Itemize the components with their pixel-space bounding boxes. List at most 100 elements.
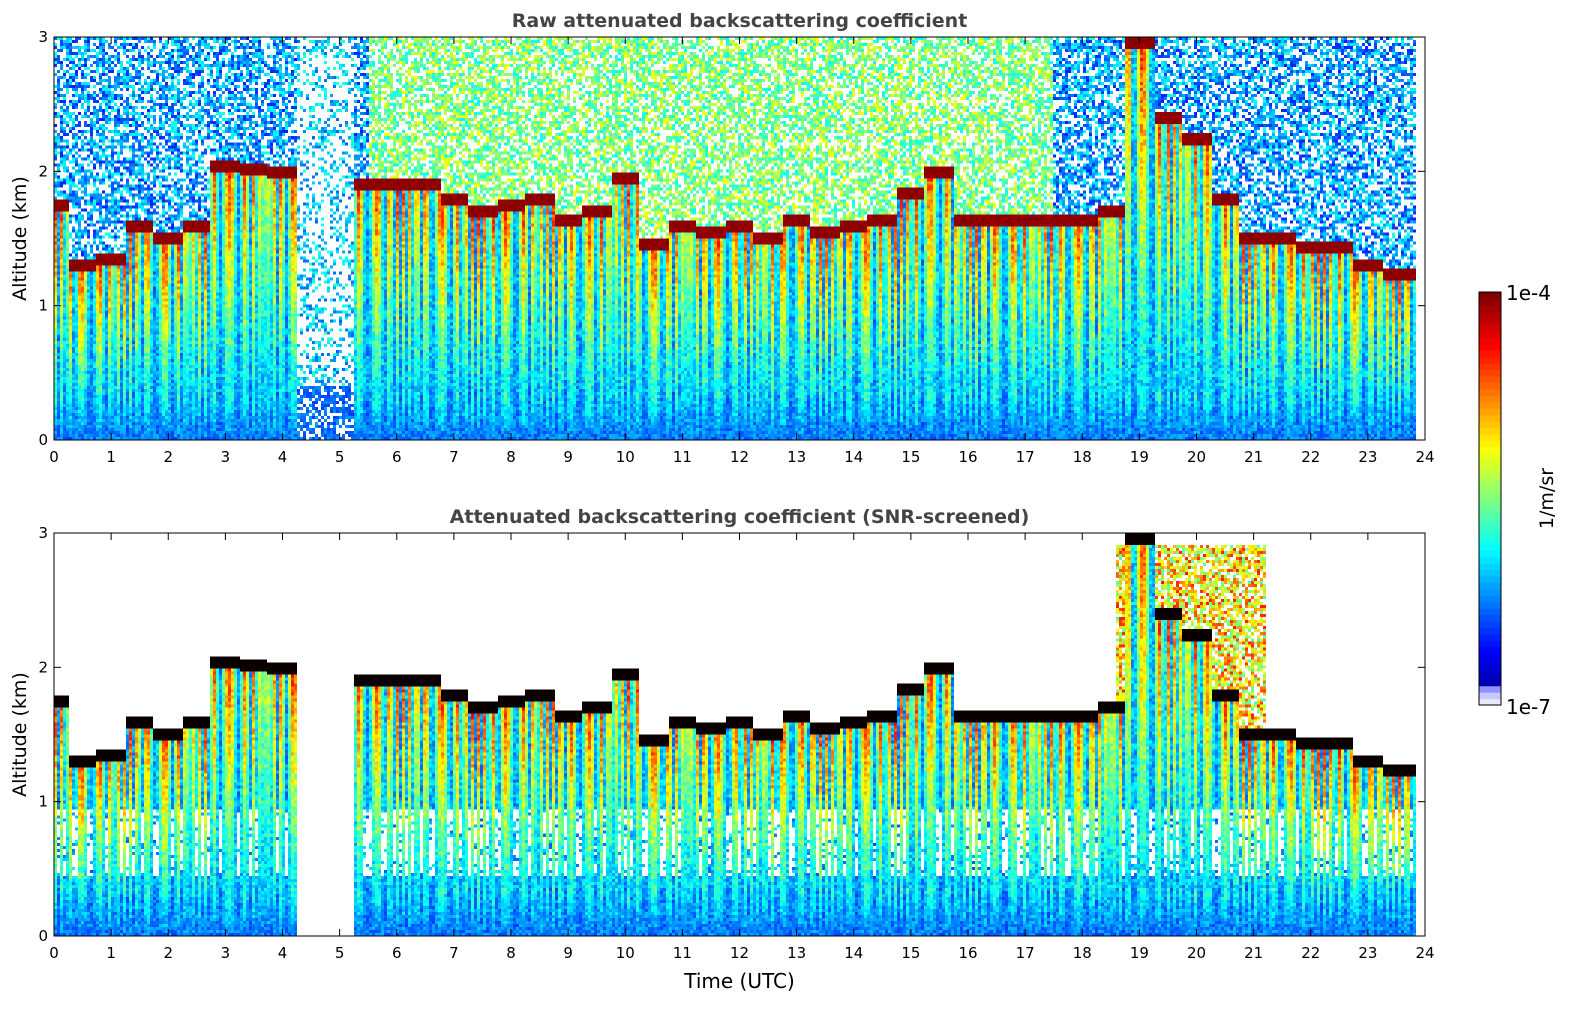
- x-tick-label: 10: [616, 448, 635, 466]
- colorbar-bin: [1479, 498, 1501, 506]
- colorbar-bin: [1479, 440, 1501, 448]
- x-tick-label: 14: [844, 448, 863, 466]
- colorbar-bin: [1479, 414, 1501, 422]
- y-tick-label: 2: [38, 658, 48, 676]
- x-tick-label: 18: [1073, 944, 1092, 962]
- x-tick-label: 23: [1358, 944, 1377, 962]
- colorbar-bin: [1479, 614, 1501, 622]
- colorbar-bin: [1479, 679, 1501, 687]
- colorbar-bin: [1479, 298, 1501, 306]
- heatmap-image: [54, 533, 1425, 936]
- colorbar-bin: [1479, 356, 1501, 364]
- y-axis: 0 1 2 3: [38, 524, 1425, 945]
- y-axis: 0 1 2 3: [38, 28, 1425, 449]
- x-tick-label: 23: [1358, 448, 1377, 466]
- y-tick-label: 0: [38, 927, 48, 945]
- x-tick-label: 4: [278, 944, 288, 962]
- x-tick-label: 0: [49, 944, 59, 962]
- x-tick-label: 16: [958, 448, 977, 466]
- colorbar-bin: [1479, 666, 1501, 674]
- x-tick-label: 8: [506, 448, 516, 466]
- x-tick-label: 22: [1301, 944, 1320, 962]
- heatmap-area: [54, 37, 1425, 440]
- colorbar-bin: [1479, 582, 1501, 590]
- x-axis-label: Time (UTC): [683, 969, 795, 993]
- x-tick-label: 17: [1016, 944, 1035, 962]
- x-tick-label: 5: [335, 944, 345, 962]
- x-tick-label: 18: [1073, 448, 1092, 466]
- y-tick-label: 3: [38, 524, 48, 542]
- colorbar-bin: [1479, 427, 1501, 435]
- colorbar-bin: [1479, 421, 1501, 429]
- colorbar-bin: [1479, 646, 1501, 654]
- colorbar-bin: [1479, 672, 1501, 680]
- x-tick-label: 20: [1187, 448, 1206, 466]
- colorbar-bin: [1479, 408, 1501, 416]
- x-tick-label: 14: [844, 944, 863, 962]
- colorbar-gradient: [1479, 292, 1501, 706]
- x-tick-label: 2: [163, 944, 173, 962]
- colorbar-bin: [1479, 304, 1501, 312]
- x-tick-label: 7: [449, 944, 459, 962]
- colorbar-bin: [1479, 595, 1501, 603]
- y-axis-label: Altitude (km): [9, 176, 31, 301]
- colorbar-min-label: 1e-7: [1506, 695, 1551, 719]
- colorbar-bin: [1479, 563, 1501, 571]
- x-tick-label: 4: [278, 448, 288, 466]
- x-tick-label: 16: [958, 944, 977, 962]
- heatmap-area: [54, 533, 1425, 936]
- x-tick-label: 8: [506, 944, 516, 962]
- colorbar-bin: [1479, 362, 1501, 371]
- x-tick-label: 24: [1415, 944, 1434, 962]
- colorbar-bin: [1479, 317, 1501, 325]
- panel-screened: Attenuated backscattering coefficient (S…: [9, 506, 1435, 993]
- x-tick-label: 19: [1130, 448, 1149, 466]
- panel-raw: Raw attenuated backscattering coefficien…: [9, 10, 1435, 466]
- x-axis: 0 1 2 3 4 5 6 7 8 9 10 11 12 13 14 15 16 17 18 19 20 21 22 23 24: [49, 533, 1435, 962]
- x-tick-label: 13: [787, 944, 806, 962]
- x-tick-label: 10: [616, 944, 635, 962]
- x-tick-label: 17: [1016, 448, 1035, 466]
- colorbar-bin: [1479, 375, 1501, 383]
- x-tick-label: 21: [1244, 944, 1263, 962]
- x-tick-label: 24: [1415, 448, 1434, 466]
- x-tick-label: 5: [335, 448, 345, 466]
- colorbar-bin: [1479, 479, 1501, 487]
- x-tick-label: 22: [1301, 448, 1320, 466]
- colorbar-bin: [1479, 369, 1501, 377]
- x-tick-label: 7: [449, 448, 459, 466]
- colorbar-bin: [1479, 350, 1501, 358]
- x-tick-label: 3: [221, 448, 231, 466]
- x-tick-label: 11: [673, 944, 692, 962]
- x-tick-label: 19: [1130, 944, 1149, 962]
- chart-title: Raw attenuated backscattering coefficien…: [512, 10, 968, 32]
- colorbar-bin: [1479, 330, 1501, 338]
- colorbar-bin: [1479, 492, 1501, 500]
- colorbar-bin: [1479, 653, 1501, 661]
- y-axis-label: Altitude (km): [9, 672, 31, 797]
- x-tick-label: 20: [1187, 944, 1206, 962]
- x-tick-label: 15: [901, 944, 920, 962]
- colorbar-bin: [1479, 556, 1501, 564]
- y-tick-label: 2: [38, 162, 48, 180]
- x-tick-label: 1: [106, 448, 116, 466]
- colorbar-bin: [1479, 433, 1501, 442]
- colorbar-bin: [1479, 634, 1501, 642]
- colorbar-label: 1/m/sr: [1536, 468, 1558, 529]
- colorbar-bin: [1479, 517, 1501, 525]
- colorbar-max-label: 1e-4: [1506, 281, 1551, 305]
- colorbar-bin: [1479, 588, 1501, 596]
- heatmap-image: [54, 37, 1425, 440]
- x-tick-label: 15: [901, 448, 920, 466]
- colorbar-bin: [1479, 511, 1501, 519]
- colorbar-bin: [1479, 446, 1501, 454]
- colorbar-bin: [1479, 608, 1501, 616]
- x-tick-label: 2: [163, 448, 173, 466]
- colorbar-bin: [1479, 485, 1501, 493]
- x-tick-label: 12: [730, 448, 749, 466]
- colorbar-bin: [1479, 382, 1501, 390]
- colorbar-bin: [1479, 524, 1501, 532]
- x-tick-label: 0: [49, 448, 59, 466]
- x-tick-label: 9: [563, 448, 573, 466]
- colorbar-bin: [1479, 472, 1501, 480]
